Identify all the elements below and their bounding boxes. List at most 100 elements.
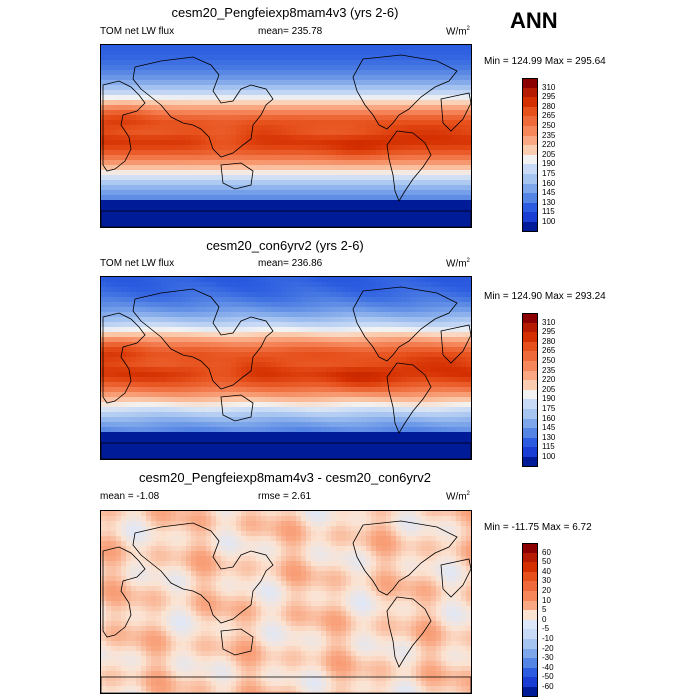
map-field-cell (361, 317, 367, 323)
map-field-cell (331, 210, 337, 216)
map-field-cell (381, 80, 387, 86)
map-field-cell (301, 347, 307, 353)
map-field-cell (441, 307, 447, 313)
map-field-cell (266, 225, 272, 227)
map-field-cell (246, 422, 252, 428)
map-field-cell (121, 210, 127, 216)
map-field-cell (381, 382, 387, 388)
map-field-cell (241, 417, 247, 423)
map-field-cell (266, 190, 272, 196)
map-field-cell (326, 125, 332, 131)
map-field-cell (266, 145, 272, 151)
map-field-cell (316, 150, 322, 156)
map-field-cell (201, 337, 207, 343)
map-field-cell (351, 125, 357, 131)
map-field-cell (401, 402, 407, 408)
map-field-cell (201, 407, 207, 413)
map-field-cell (421, 220, 427, 226)
map-field-cell (376, 332, 382, 338)
map-field-cell (166, 397, 172, 403)
map-field-cell (271, 352, 277, 358)
map-field-cell (381, 352, 387, 358)
map-field-cell (251, 377, 257, 383)
map-field-cell (166, 367, 172, 373)
map-field-cell (191, 105, 197, 111)
map-field-cell (216, 372, 222, 378)
map-field-cell (256, 312, 262, 318)
map-field-cell (356, 180, 362, 186)
map-field-cell (176, 115, 182, 121)
map-field-cell (186, 417, 192, 423)
map-field-cell (136, 80, 142, 86)
map-field-cell (291, 120, 297, 126)
map-field-cell (296, 135, 302, 141)
map-field-cell (166, 412, 172, 418)
map-field-cell (126, 357, 132, 363)
map-field-cell (191, 215, 197, 221)
map-field-cell (306, 45, 312, 51)
map-field-cell (211, 115, 217, 121)
map-field-cell (116, 110, 122, 116)
map-field-cell (391, 60, 397, 66)
map-field-cell (321, 352, 327, 358)
map-field-cell (466, 417, 471, 423)
map-field-cell (146, 307, 152, 313)
map-field-cell (246, 337, 252, 343)
map-field-cell (161, 412, 167, 418)
map-field-cell (176, 100, 182, 106)
map-field-cell (401, 85, 407, 91)
map-field-cell (216, 130, 222, 136)
map-field-cell (301, 50, 307, 56)
map-field-cell (271, 422, 277, 428)
map-field-cell (211, 155, 217, 161)
map-field-cell (311, 180, 317, 186)
map-field-cell (451, 220, 457, 226)
map-field-cell (231, 322, 237, 328)
map-field-cell (416, 372, 422, 378)
map-field-cell (106, 80, 112, 86)
map-field-cell (421, 322, 427, 328)
map-field-cell (126, 307, 132, 313)
map-field-cell (316, 210, 322, 216)
map-field-cell (376, 337, 382, 343)
map-field-cell (131, 292, 137, 298)
map-field-cell (436, 347, 442, 353)
map-field-cell (386, 322, 392, 328)
map-field-cell (436, 175, 442, 181)
map-field-cell (166, 60, 172, 66)
map-field-cell (271, 417, 277, 423)
map-field-cell (256, 60, 262, 66)
map-field-cell (306, 80, 312, 86)
map-field-cell (336, 100, 342, 106)
map-field-cell (251, 50, 257, 56)
map-field-cell (291, 407, 297, 413)
map-field-cell (131, 45, 137, 51)
map-field-cell (191, 220, 197, 226)
map-field-cell (256, 215, 262, 221)
map-field-cell (291, 85, 297, 91)
map-field-cell (246, 170, 252, 176)
map-field-cell (141, 105, 147, 111)
map-field-cell (191, 135, 197, 141)
map-field-cell (451, 342, 457, 348)
map-field-cell (206, 292, 212, 298)
map-field-cell (196, 130, 202, 136)
map-field-cell (446, 382, 452, 388)
map-field-cell (106, 65, 112, 71)
map-field-cell (361, 140, 367, 146)
map-field-cell (401, 307, 407, 313)
map-field-cell (216, 65, 222, 71)
map-field-cell (226, 392, 232, 398)
map-field-cell (346, 277, 352, 283)
map-field-cell (181, 190, 187, 196)
map-field-cell (416, 382, 422, 388)
map-field-cell (231, 200, 237, 206)
map-field-cell (331, 125, 337, 131)
map-field-cell (346, 140, 352, 146)
map-field-cell (386, 150, 392, 156)
map-field-cell (161, 342, 167, 348)
map-field-cell (166, 407, 172, 413)
map-field-cell (161, 362, 167, 368)
map-field-cell (181, 75, 187, 81)
map-field-cell (151, 215, 157, 221)
